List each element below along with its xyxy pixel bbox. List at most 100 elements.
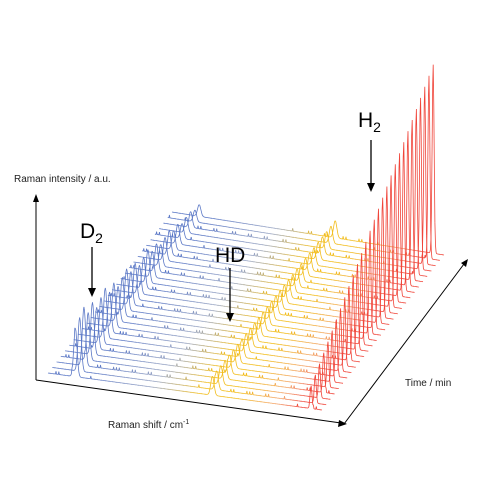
spectrum-segment bbox=[338, 298, 343, 300]
spectrum-segment bbox=[363, 266, 369, 268]
spectrum-segment bbox=[306, 387, 312, 392]
spectrum-segment bbox=[183, 360, 189, 363]
spectrum-segment bbox=[388, 291, 394, 314]
spectrum-segment bbox=[125, 291, 131, 293]
spectrum-segment bbox=[384, 323, 390, 325]
spectrum-segment bbox=[252, 388, 258, 390]
spectrum-segment bbox=[104, 312, 109, 315]
spectrum-segment bbox=[184, 385, 190, 387]
spectrum-segment bbox=[231, 239, 237, 242]
spectrum-segment bbox=[180, 305, 186, 307]
spectrum-segment bbox=[351, 366, 356, 368]
spectrum-segment bbox=[165, 265, 170, 268]
spectrum-segment bbox=[212, 310, 218, 312]
spectrum-segment bbox=[117, 286, 123, 322]
spectrum-segment bbox=[241, 333, 247, 352]
spectrum-segment bbox=[269, 276, 275, 278]
spectrum-segment bbox=[151, 243, 157, 271]
spectrum-segment bbox=[184, 281, 189, 283]
spectrum-segment bbox=[319, 277, 324, 279]
spectrum-segment bbox=[248, 399, 254, 402]
spectrum-segment bbox=[242, 368, 248, 371]
spectrum-segment bbox=[273, 264, 279, 266]
spectrum-21 bbox=[133, 164, 407, 304]
spectrum-segment bbox=[133, 359, 139, 362]
spectrum-segment bbox=[206, 376, 212, 378]
spectrum-segment bbox=[289, 399, 295, 401]
spectrum-segment bbox=[179, 378, 185, 380]
spectrum-segment bbox=[262, 232, 268, 234]
spectrum-segment bbox=[89, 375, 94, 380]
spectrum-segment bbox=[273, 355, 279, 357]
spectrum-segment bbox=[226, 220, 231, 222]
spectrum-segment bbox=[155, 356, 161, 359]
spectrum-segment bbox=[113, 331, 119, 335]
spectrum-segment bbox=[116, 283, 121, 286]
spectrum-segment bbox=[150, 331, 155, 334]
spectrum-segment bbox=[154, 231, 160, 236]
spectrum-segment bbox=[172, 234, 178, 238]
annotation-h2-base: H bbox=[358, 109, 373, 132]
spectrum-segment bbox=[235, 313, 240, 315]
spectrum-segment bbox=[302, 305, 308, 307]
spectrum-segment bbox=[167, 315, 173, 318]
spectrum-segment bbox=[349, 245, 354, 248]
spectrum-segment bbox=[273, 349, 278, 351]
spectrum-segment bbox=[185, 306, 190, 308]
spectrum-segment bbox=[159, 247, 165, 249]
spectrum-segment bbox=[133, 261, 139, 264]
spectrum-segment bbox=[183, 372, 189, 375]
spectrum-segment bbox=[146, 244, 151, 247]
spectrum-segment bbox=[149, 325, 155, 327]
spectrum-7 bbox=[73, 297, 348, 379]
spectrum-segment bbox=[282, 350, 287, 352]
spectrum-segment bbox=[283, 366, 289, 371]
spectrum-segment bbox=[318, 343, 323, 346]
spectrum-segment bbox=[294, 247, 300, 251]
spectrum-segment bbox=[271, 390, 276, 393]
spectrum-segment bbox=[154, 326, 160, 328]
spectrum-segment bbox=[213, 328, 219, 330]
spectrum-segment bbox=[297, 368, 302, 372]
spectrum-segment bbox=[267, 329, 273, 332]
spectrum-segment bbox=[309, 352, 315, 356]
spectrum-segment bbox=[310, 360, 315, 362]
spectrum-segment bbox=[376, 241, 381, 246]
spectrum-segment bbox=[293, 385, 299, 390]
spectrum-1 bbox=[47, 327, 323, 411]
spectrum-segment bbox=[211, 285, 216, 287]
spectrum-segment bbox=[370, 309, 376, 311]
spectrum-segment bbox=[265, 287, 271, 290]
spectrum-26 bbox=[154, 108, 428, 277]
spectrum-segment bbox=[194, 311, 200, 316]
spectrum-segment bbox=[88, 364, 94, 368]
spectrum-segment bbox=[344, 251, 350, 253]
spectrum-segment bbox=[149, 307, 154, 309]
spectrum-segment bbox=[283, 374, 289, 377]
spectrum-segment bbox=[268, 251, 273, 253]
spectrum-segment bbox=[238, 295, 244, 298]
spectrum-segment bbox=[280, 404, 286, 406]
spectrum-segment bbox=[340, 334, 345, 337]
spectrum-segment bbox=[331, 252, 337, 257]
spectrum-segment bbox=[187, 251, 192, 253]
spectrum-segment bbox=[270, 294, 276, 296]
spectrum-segment bbox=[426, 269, 432, 272]
spectrum-segment bbox=[249, 242, 255, 244]
spectrum-segment bbox=[234, 289, 239, 291]
spectrum-segment bbox=[298, 310, 303, 313]
spectrum-segment bbox=[175, 292, 181, 294]
spectrum-segment bbox=[120, 376, 126, 378]
spectrum-segment bbox=[249, 322, 256, 341]
spectrum-segment bbox=[345, 269, 351, 271]
spectrum-segment bbox=[119, 351, 125, 354]
spectrum-segment bbox=[253, 224, 259, 226]
spectrum-segment bbox=[190, 209, 196, 222]
spectrum-segment bbox=[142, 361, 148, 363]
spectrum-segment bbox=[267, 402, 272, 404]
spectrum-segment bbox=[426, 235, 432, 266]
spectrum-segment bbox=[190, 319, 195, 321]
spectrum-segment bbox=[151, 350, 156, 352]
spectrum-segment bbox=[230, 220, 236, 223]
spectrum-segment bbox=[272, 245, 278, 248]
